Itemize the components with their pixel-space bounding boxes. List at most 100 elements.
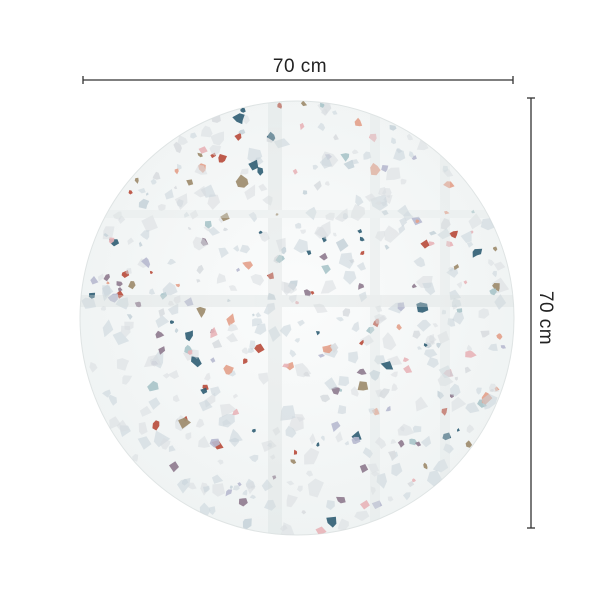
terrazzo-chip bbox=[187, 349, 193, 355]
terrazzo-chip bbox=[207, 194, 221, 210]
terrazzo-chip bbox=[288, 294, 297, 303]
terrazzo-chip bbox=[192, 236, 209, 251]
terrazzo-chip bbox=[359, 334, 374, 346]
terrazzo-chip bbox=[338, 252, 354, 269]
terrazzo-chip bbox=[289, 349, 297, 358]
terrazzo-chip bbox=[416, 319, 432, 332]
terrazzo-chip bbox=[451, 396, 467, 412]
terrazzo-chip bbox=[387, 496, 394, 502]
terrazzo-chip bbox=[387, 355, 403, 366]
terrazzo-chip bbox=[337, 405, 347, 415]
terrazzo-chip bbox=[390, 371, 398, 378]
terrazzo-chip bbox=[212, 483, 226, 497]
terrazzo-chip bbox=[331, 421, 341, 432]
terrazzo-chip bbox=[282, 363, 289, 368]
terrazzo-chip bbox=[316, 442, 320, 447]
terrazzo-chip bbox=[290, 459, 297, 465]
terrazzo-chip bbox=[252, 313, 255, 317]
terrazzo-chip bbox=[228, 370, 236, 377]
terrazzo-chip bbox=[269, 454, 276, 460]
terrazzo-chip bbox=[286, 480, 295, 486]
terrazzo-chip bbox=[414, 441, 422, 447]
terrazzo-chip bbox=[436, 342, 442, 349]
terrazzo-chip bbox=[173, 295, 181, 304]
terrazzo-chip bbox=[303, 289, 311, 297]
terrazzo-chip bbox=[178, 417, 191, 429]
terrazzo-chip bbox=[465, 350, 477, 358]
terrazzo-chip bbox=[398, 224, 406, 235]
terrazzo-chip bbox=[450, 383, 461, 397]
terrazzo-chip bbox=[232, 408, 240, 416]
terrazzo-chip bbox=[420, 239, 430, 249]
terrazzo-chip bbox=[193, 185, 207, 198]
terrazzo-chip bbox=[374, 436, 387, 450]
terrazzo-chip bbox=[437, 373, 454, 387]
terrazzo-chip bbox=[250, 274, 265, 286]
terrazzo-chip bbox=[167, 370, 179, 379]
terrazzo-chip bbox=[500, 345, 506, 349]
terrazzo-chip bbox=[397, 302, 405, 312]
terrazzo-chip bbox=[137, 188, 146, 194]
terrazzo-chip bbox=[320, 280, 337, 294]
terrazzo-chip bbox=[309, 433, 316, 445]
terrazzo-chip bbox=[489, 383, 499, 393]
terrazzo-chip bbox=[189, 209, 199, 220]
terrazzo-chip bbox=[81, 297, 97, 309]
terrazzo-chip bbox=[340, 153, 350, 162]
terrazzo-chip bbox=[333, 133, 339, 141]
terrazzo-chip bbox=[106, 281, 110, 285]
terrazzo-chip bbox=[472, 248, 483, 258]
terrazzo-chip bbox=[460, 230, 472, 243]
height-dimension-line bbox=[527, 97, 535, 529]
terrazzo-chip bbox=[227, 298, 231, 302]
terrazzo-chip bbox=[324, 377, 338, 390]
terrazzo-chip bbox=[360, 500, 370, 510]
terrazzo-chip bbox=[185, 432, 192, 440]
terrazzo-chip bbox=[466, 241, 474, 248]
terrazzo-chip bbox=[167, 303, 179, 315]
terrazzo-chip bbox=[244, 184, 256, 200]
terrazzo-chip bbox=[168, 300, 175, 306]
terrazzo-chip bbox=[446, 240, 454, 247]
terrazzo-chip bbox=[370, 471, 380, 477]
terrazzo-chip bbox=[188, 226, 192, 230]
terrazzo-chip bbox=[356, 262, 366, 271]
terrazzo-chip bbox=[402, 357, 410, 362]
terrazzo-chip bbox=[115, 297, 129, 310]
terrazzo-chip bbox=[335, 238, 349, 252]
terrazzo-chip bbox=[238, 129, 246, 135]
terrazzo-chip bbox=[229, 485, 233, 490]
terrazzo-chip bbox=[319, 252, 328, 261]
terrazzo-chip bbox=[258, 183, 268, 192]
terrazzo-chip bbox=[292, 168, 298, 175]
terrazzo-chip bbox=[275, 213, 279, 216]
terrazzo-chip bbox=[258, 230, 263, 234]
terrazzo-chip bbox=[320, 435, 325, 442]
terrazzo-chip bbox=[354, 117, 363, 127]
terrazzo-chip bbox=[374, 355, 386, 365]
terrazzo-chip bbox=[411, 283, 417, 289]
terrazzo-chip bbox=[335, 431, 343, 443]
terrazzo-chip bbox=[160, 438, 171, 450]
terrazzo-chip bbox=[149, 358, 158, 367]
terrazzo-chip bbox=[452, 311, 465, 325]
terrazzo-chip bbox=[210, 357, 216, 363]
terrazzo-chip bbox=[162, 372, 170, 379]
terrazzo-chip bbox=[375, 389, 383, 398]
terrazzo-chip bbox=[204, 372, 211, 381]
terrazzo-chip bbox=[254, 323, 267, 335]
terrazzo-chip bbox=[466, 344, 473, 353]
terrazzo-chip bbox=[162, 282, 178, 296]
terrazzo-chip bbox=[384, 244, 390, 250]
terrazzo-chip bbox=[216, 273, 227, 284]
terrazzo-chip bbox=[262, 195, 273, 206]
terrazzo-chip bbox=[297, 319, 305, 327]
terrazzo-chip bbox=[354, 510, 370, 522]
terrazzo-chip bbox=[190, 132, 198, 139]
terrazzo-disc bbox=[79, 100, 515, 536]
terrazzo-chip bbox=[386, 167, 401, 181]
terrazzo-chip bbox=[198, 146, 208, 154]
terrazzo-chip bbox=[255, 312, 262, 318]
